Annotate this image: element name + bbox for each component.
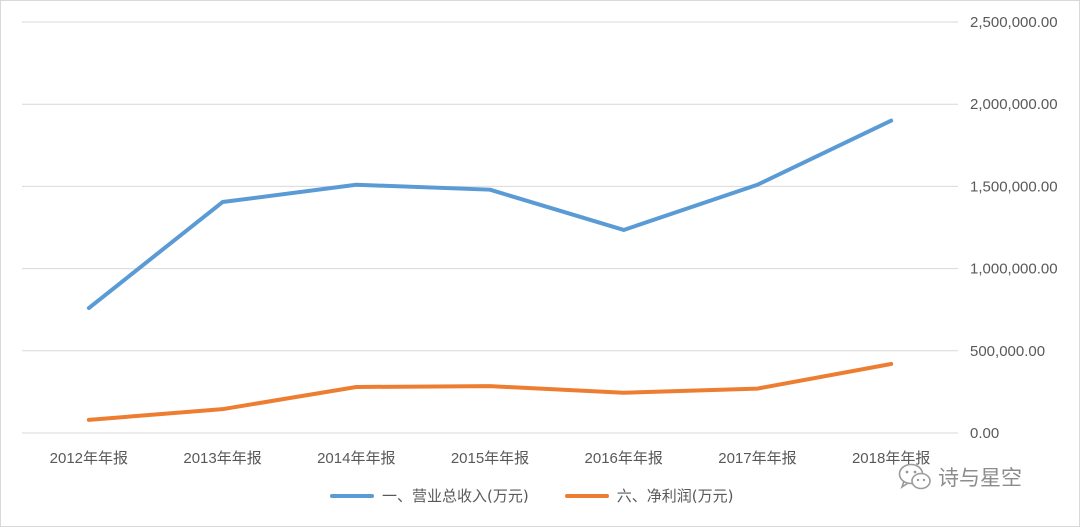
y-axis-labels: 0.00 500,000.00 1,000,000.00 1,500,000.00 2,…: [970, 14, 1058, 442]
x-tick-label: 2015年年报: [451, 450, 529, 467]
x-tick-label: 2013年年报: [183, 450, 261, 467]
series-line-net-profit: [86, 361, 894, 422]
y-tick-label: 2,500,000.00: [970, 14, 1058, 31]
y-tick-label: 2,000,000.00: [970, 96, 1058, 113]
series-lines: [86, 118, 894, 422]
legend-item-net-profit[interactable]: 六、净利润(万元): [564, 485, 734, 506]
y-tick-label: 0.00: [970, 425, 999, 442]
x-axis-labels: 2012年年报 2013年年报 2014年年报 2015年年报 2016年年报 2017年…: [50, 450, 931, 467]
y-tick-label: 500,000.00: [970, 343, 1045, 360]
legend-swatch-revenue: [330, 493, 374, 498]
legend-item-revenue[interactable]: 一、营业总收入(万元): [330, 485, 529, 506]
x-tick-label: 2017年年报: [718, 450, 796, 467]
x-tick-label: 2018年年报: [852, 450, 930, 467]
x-tick-label: 2014年年报: [317, 450, 395, 467]
watermark: 诗与星空: [898, 462, 1022, 492]
series-line-revenue: [86, 118, 894, 311]
y-tick-label: 1,500,000.00: [970, 178, 1058, 195]
legend-swatch-net-profit: [564, 493, 609, 498]
y-tick-label: 1,000,000.00: [970, 261, 1058, 278]
legend-label-revenue: 一、营业总收入(万元): [382, 487, 529, 505]
watermark-text: 诗与星空: [938, 466, 1022, 490]
x-tick-label: 2012年年报: [50, 450, 128, 467]
legend-label-net-profit: 六、净利润(万元): [616, 487, 734, 505]
legend: 一、营业总收入(万元) 六、净利润(万元): [330, 485, 769, 506]
gridlines: [22, 21, 958, 434]
x-tick-label: 2016年年报: [585, 450, 663, 467]
wechat-icon: [898, 463, 931, 490]
